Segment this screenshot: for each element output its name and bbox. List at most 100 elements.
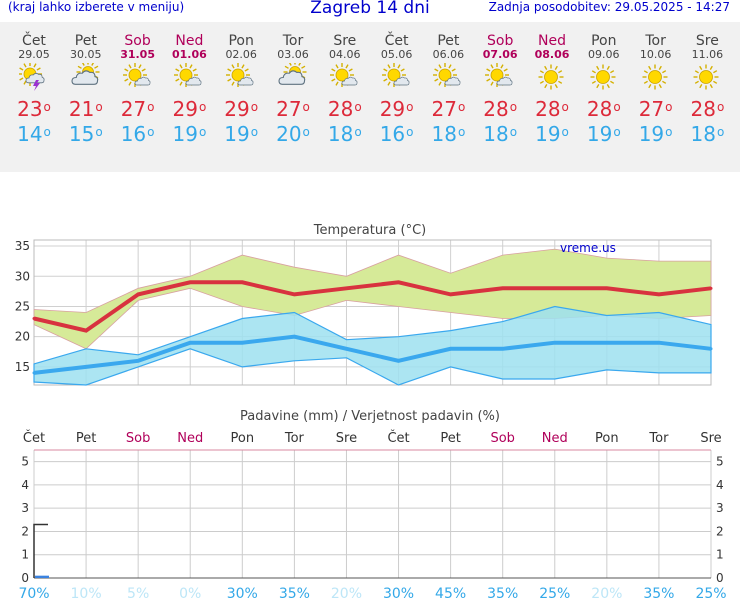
min-temperature: 14o (17, 122, 51, 146)
day-column: Sre 11.06 28o 18o (681, 22, 733, 147)
max-temperature: 27o (431, 97, 466, 121)
precipitation-probability: 20% (331, 586, 362, 600)
y-tick-label: 30 (15, 269, 30, 283)
y-tick-label-left: 0 (21, 571, 29, 585)
precipitation-probability: 35% (643, 586, 674, 600)
precipitation-day-label: Sob (126, 431, 150, 446)
day-column: Sre 04.06 28o 18o (319, 22, 371, 147)
min-temperature-point (136, 359, 140, 363)
min-temperature-band (33, 305, 712, 386)
day-date: 08.06 (534, 48, 570, 61)
day-column: Pon 02.06 29o 19o (215, 22, 267, 147)
precipitation-day-label: Čet (387, 430, 409, 446)
watermark-label: vreme.us (560, 241, 616, 255)
day-column: Ned 08.06 28o 19o (526, 22, 578, 147)
max-temperature-point (136, 292, 140, 296)
temperature-chart-title: Temperatura (°C) (313, 223, 426, 238)
sun-small-cloud-icon (163, 63, 215, 93)
min-temperature-point (709, 347, 713, 351)
partly-cloudy-icon (60, 63, 112, 93)
sun-icon (681, 63, 733, 93)
day-column: Sob 31.05 27o 16o (112, 22, 164, 147)
y-tick-label-right: 2 (716, 524, 724, 538)
day-date: 04.06 (329, 48, 361, 61)
precipitation-probability: 20% (591, 586, 622, 600)
y-tick-label-left: 1 (21, 548, 29, 562)
sun-small-cloud-icon (112, 63, 164, 93)
y-tick-label-right: 0 (716, 571, 724, 585)
day-date: 07.06 (482, 48, 518, 61)
min-temperature-point (449, 347, 453, 351)
day-date: 10.06 (639, 48, 672, 61)
day-name: Tor (645, 33, 666, 49)
min-temperature: 18o (690, 122, 725, 146)
precipitation-probability: 35% (279, 586, 310, 600)
day-column: Tor 10.06 27o 19o (630, 22, 682, 147)
max-temperature-point (605, 286, 609, 290)
min-temperature-point (397, 359, 401, 363)
max-temperature: 29o (224, 97, 259, 121)
max-temperature-point (709, 286, 713, 290)
day-column: Tor 03.06 27o 20o (267, 22, 319, 147)
max-temperature: 28o (535, 97, 569, 121)
min-temperature: 16o (120, 122, 155, 146)
min-temperature-point (553, 341, 557, 345)
precipitation-day-label: Ned (177, 431, 203, 446)
y-tick-label-left: 2 (21, 524, 29, 538)
day-name: Sre (695, 33, 719, 49)
y-tick-label-left: 4 (21, 478, 29, 492)
min-temperature: 19o (586, 122, 621, 146)
max-temperature-point (32, 317, 36, 321)
day-name: Pon (228, 33, 254, 49)
day-name: Ned (538, 33, 566, 49)
day-date: 05.06 (380, 48, 413, 61)
max-temperature: 28o (690, 97, 725, 121)
day-name: Pet (74, 33, 97, 49)
y-tick-label-right: 1 (716, 548, 724, 562)
daily-forecast-panel: Čet 29.05 23o 14o Pet 30.05 21o 15o Sob 31.05 27o 1… (0, 22, 740, 172)
min-temperature: 18o (483, 122, 518, 146)
min-temperature-point (344, 347, 348, 351)
sun-small-cloud-icon (215, 63, 267, 93)
max-temperature-point (84, 329, 88, 333)
max-temperature: 27o (276, 97, 310, 121)
day-date: 11.06 (691, 48, 724, 61)
day-name: Pon (591, 33, 617, 49)
max-temperature-point (344, 286, 348, 290)
min-temperature-point (84, 365, 88, 369)
day-date: 30.05 (70, 48, 102, 61)
day-name: Čet (384, 33, 409, 49)
sun-small-cloud-icon (371, 63, 423, 93)
y-tick-label: 15 (15, 360, 30, 374)
max-temperature-point (501, 286, 505, 290)
max-temperature-point (449, 292, 453, 296)
precipitation-bar (35, 575, 49, 578)
min-temperature-point (657, 341, 661, 345)
precipitation-day-label: Sre (336, 431, 357, 446)
min-temperature: 19o (535, 122, 569, 146)
precipitation-probability: 70% (18, 586, 49, 600)
y-tick-label: 20 (15, 330, 30, 344)
precipitation-probability: 30% (227, 586, 258, 600)
top-left-note[interactable]: (kraj lahko izberete v meniju) (8, 0, 185, 14)
precipitation-day-label: Sob (490, 431, 514, 446)
min-temperature-point (292, 335, 296, 339)
min-temperature: 20o (276, 122, 310, 146)
max-temperature: 28o (327, 97, 362, 121)
precipitation-day-label: Pet (440, 431, 460, 446)
min-temperature-point (240, 341, 244, 345)
max-temperature-point (397, 280, 401, 284)
day-name: Ned (175, 33, 204, 49)
y-tick-label: 25 (15, 299, 30, 313)
day-date: 01.06 (171, 48, 207, 61)
precipitation-probability: 25% (695, 586, 726, 600)
day-date: 31.05 (120, 48, 155, 61)
max-temperature: 28o (586, 97, 621, 121)
max-temperature-band (33, 248, 712, 350)
day-column: Ned 01.06 29o 19o (163, 22, 215, 147)
partly-cloudy-icon (267, 63, 319, 93)
min-temperature: 19o (638, 122, 673, 146)
last-update: Zadnja posodobitev: 29.05.2025 - 14:27 (488, 0, 730, 14)
day-date: 29.05 (18, 48, 50, 61)
precipitation-probability: 35% (487, 586, 518, 600)
